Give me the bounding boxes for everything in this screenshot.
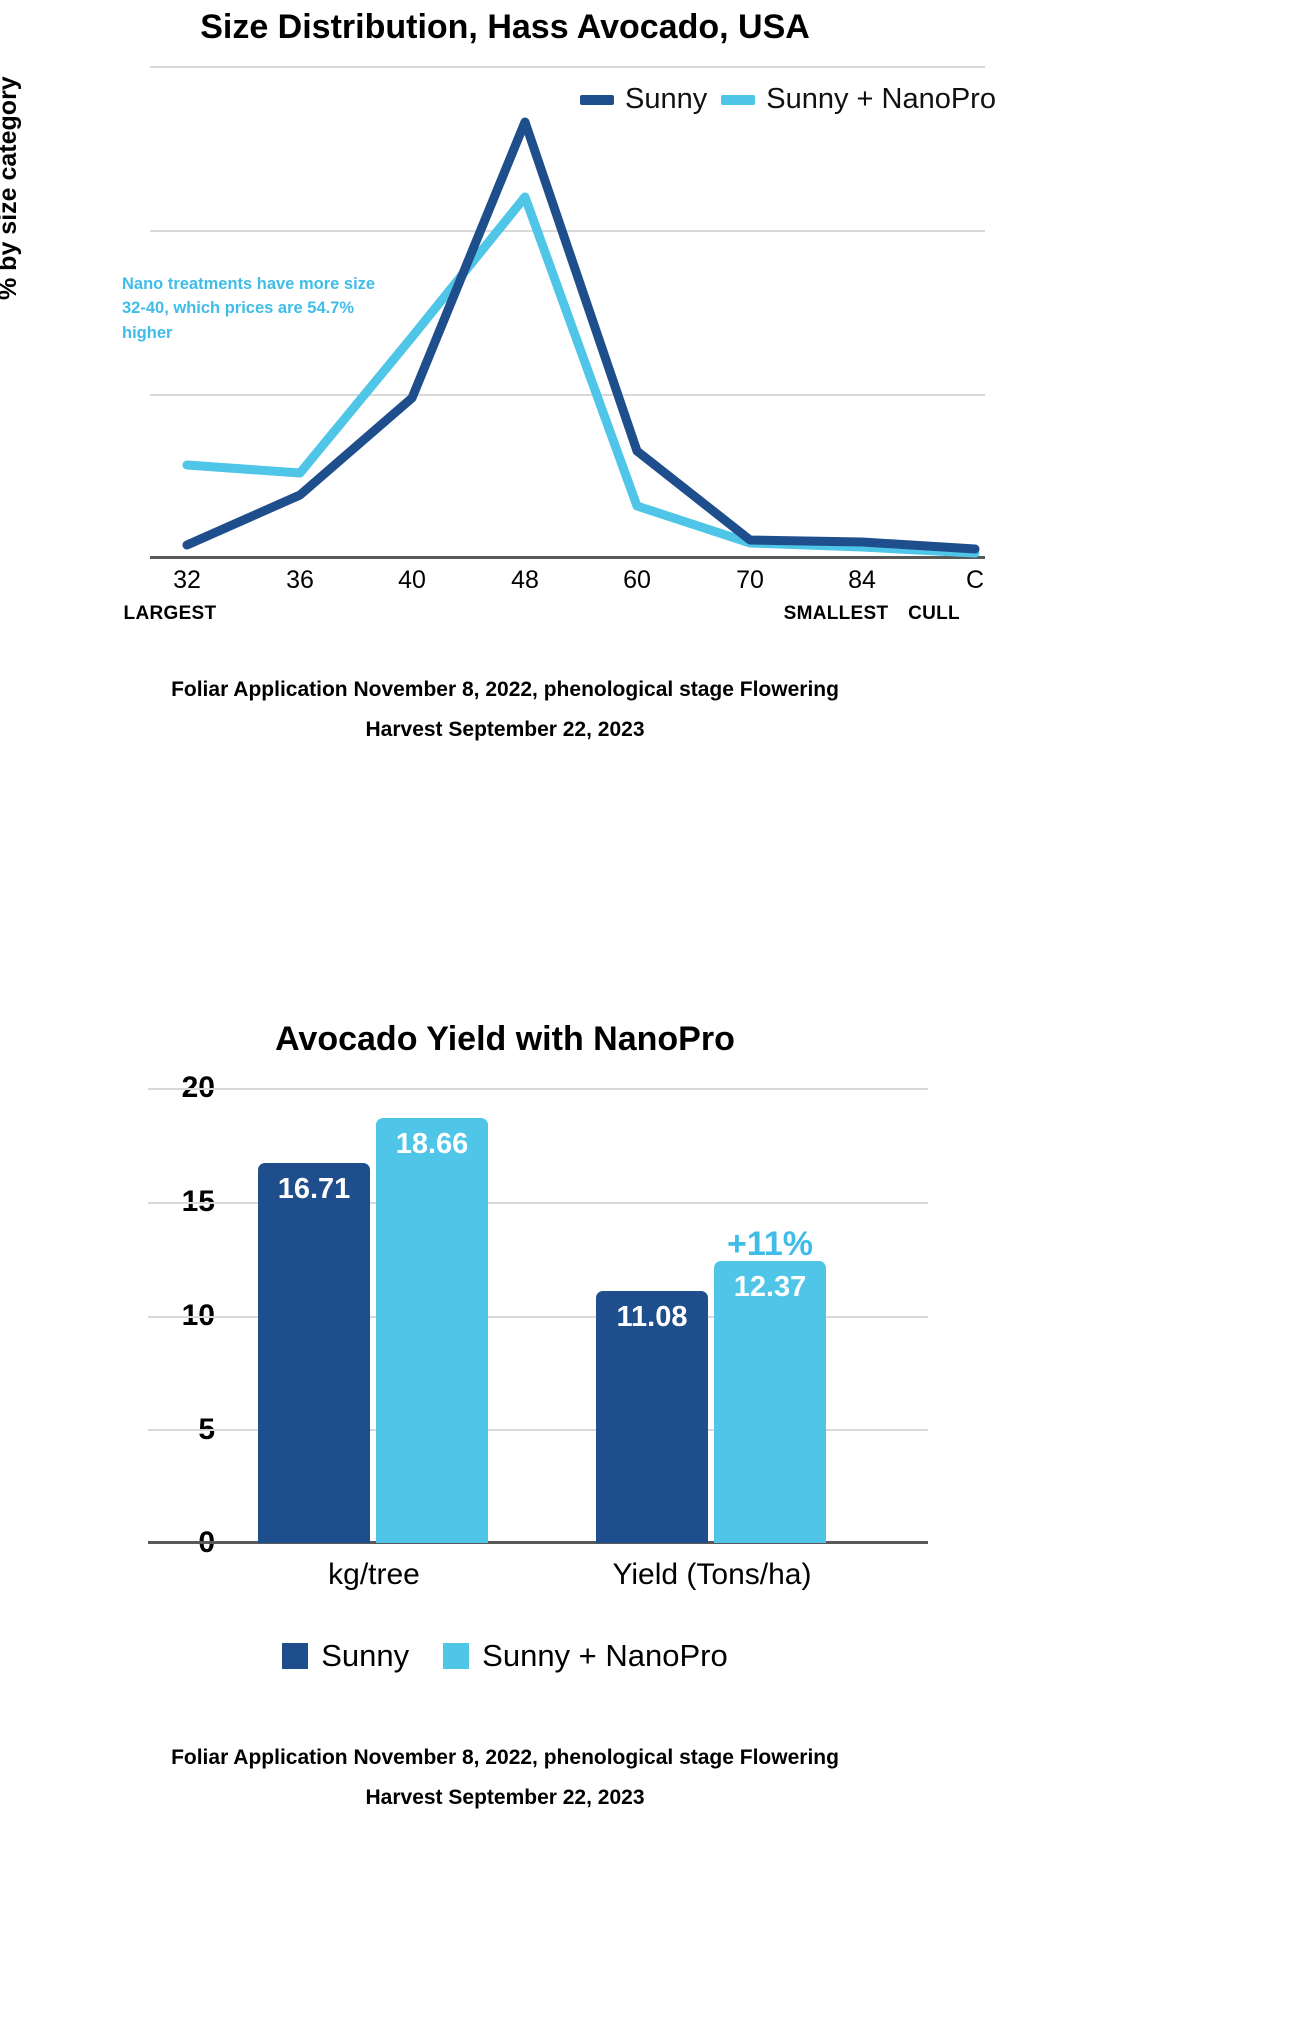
legend-swatch-nanopro-icon: [721, 94, 756, 105]
chart1-series-lines: [182, 117, 980, 558]
bar-kgtree-sunny[interactable]: 16.71: [258, 1163, 370, 1543]
chart2-legend-label-sunny: Sunny: [321, 1638, 410, 1673]
chart1-gridline-40: [150, 230, 985, 232]
chart2-ytick-10: 10: [181, 1299, 215, 1332]
chart1-caption-line1: Foliar Application November 8, 2022, phe…: [171, 678, 839, 701]
chart1-xsub-cull: CULL: [908, 603, 960, 624]
chart1-legend-label-nanopro: Sunny + NanoPro: [766, 83, 996, 115]
chart2-plot-area: 16.71 18.66 11.08 12.37: [148, 1088, 928, 1544]
chart2-gridline-15: [148, 1202, 928, 1204]
chart2-title: Avocado Yield with NanoPro: [275, 1020, 735, 1058]
legend-swatch-sunny-icon: [282, 1643, 309, 1669]
bar-kgtree-nanopro[interactable]: 18.66: [376, 1118, 488, 1543]
chart1-xsub-smallest: SMALLEST: [783, 603, 889, 624]
chart2-gridline-10: [148, 1316, 928, 1318]
bar-value-kgtree-sunny: 16.71: [277, 1173, 351, 1205]
chart2-xtick-kgtree: kg/tree: [328, 1558, 420, 1591]
chart1-xtick-60: 60: [623, 566, 651, 594]
size-distribution-chart: Size Distribution, Hass Avocado, USA % b…: [0, 0, 1010, 960]
bar-value-yield-nanopro: 12.37: [733, 1271, 807, 1303]
series-line-nanopro: [182, 192, 980, 558]
bar-yield-nanopro[interactable]: 12.37: [714, 1261, 826, 1543]
chart2-ytick-15: 15: [181, 1185, 215, 1218]
chart1-xsub-largest: LARGEST: [123, 603, 217, 624]
bar-yield-sunny[interactable]: 11.08: [596, 1291, 708, 1543]
chart1-xtick-84: 84: [848, 566, 876, 594]
chart2-delta-annotation: +11%: [726, 1225, 814, 1263]
chart1-x-axis: [150, 556, 985, 559]
legend-swatch-sunny-icon: [580, 94, 614, 105]
chart1-caption-line2: Harvest September 22, 2023: [365, 718, 645, 741]
chart2-gridline-5: [148, 1429, 928, 1431]
chart1-xtick-70: 70: [736, 566, 764, 594]
chart2-legend: Sunny Sunny + NanoPro: [0, 1638, 1010, 1674]
chart1-legend-item-nanopro[interactable]: Sunny + NanoPro: [721, 83, 996, 116]
chart2-caption-line1: Foliar Application November 8, 2022, phe…: [171, 1746, 839, 1769]
chart2-x-axis: [148, 1541, 928, 1544]
chart1-legend-label-sunny: Sunny: [625, 83, 708, 115]
chart1-annotation-note: Nano treatments have more size 32-40, wh…: [122, 275, 376, 342]
legend-swatch-nanopro-icon: [443, 1643, 470, 1669]
chart2-ytick-20: 20: [181, 1071, 215, 1104]
chart2-caption-line2: Harvest September 22, 2023: [365, 1786, 645, 1809]
chart1-plot-area: [150, 66, 985, 559]
chart2-legend-item-sunny[interactable]: Sunny: [282, 1638, 409, 1674]
chart2-xtick-yield: Yield (Tons/ha): [612, 1558, 812, 1591]
avocado-yield-chart: Avocado Yield with NanoPro 20 15 10 5 0 …: [0, 960, 1010, 2021]
chart1-title: Size Distribution, Hass Avocado, USA: [200, 8, 810, 46]
chart1-legend: Sunny Sunny + NanoPro: [580, 83, 996, 116]
chart2-legend-item-nanopro[interactable]: Sunny + NanoPro: [443, 1638, 728, 1674]
chart1-legend-item-sunny[interactable]: Sunny: [580, 83, 707, 116]
chart1-xtick-c: C: [965, 566, 985, 594]
chart2-legend-label-nanopro: Sunny + NanoPro: [482, 1638, 728, 1673]
chart1-xtick-48: 48: [511, 566, 539, 594]
chart1-gridline-60: [150, 66, 985, 68]
bar-value-yield-sunny: 11.08: [616, 1301, 688, 1333]
chart1-xtick-36: 36: [286, 566, 314, 594]
chart1-y-axis-label: % by size category: [0, 76, 22, 300]
chart2-gridline-20: [148, 1088, 928, 1090]
chart1-xtick-40: 40: [398, 566, 426, 594]
bar-value-kgtree-nanopro: 18.66: [395, 1128, 469, 1160]
chart1-gridline-20: [150, 394, 985, 396]
series-line-sunny: [182, 117, 980, 554]
chart1-xtick-32: 32: [173, 566, 201, 594]
